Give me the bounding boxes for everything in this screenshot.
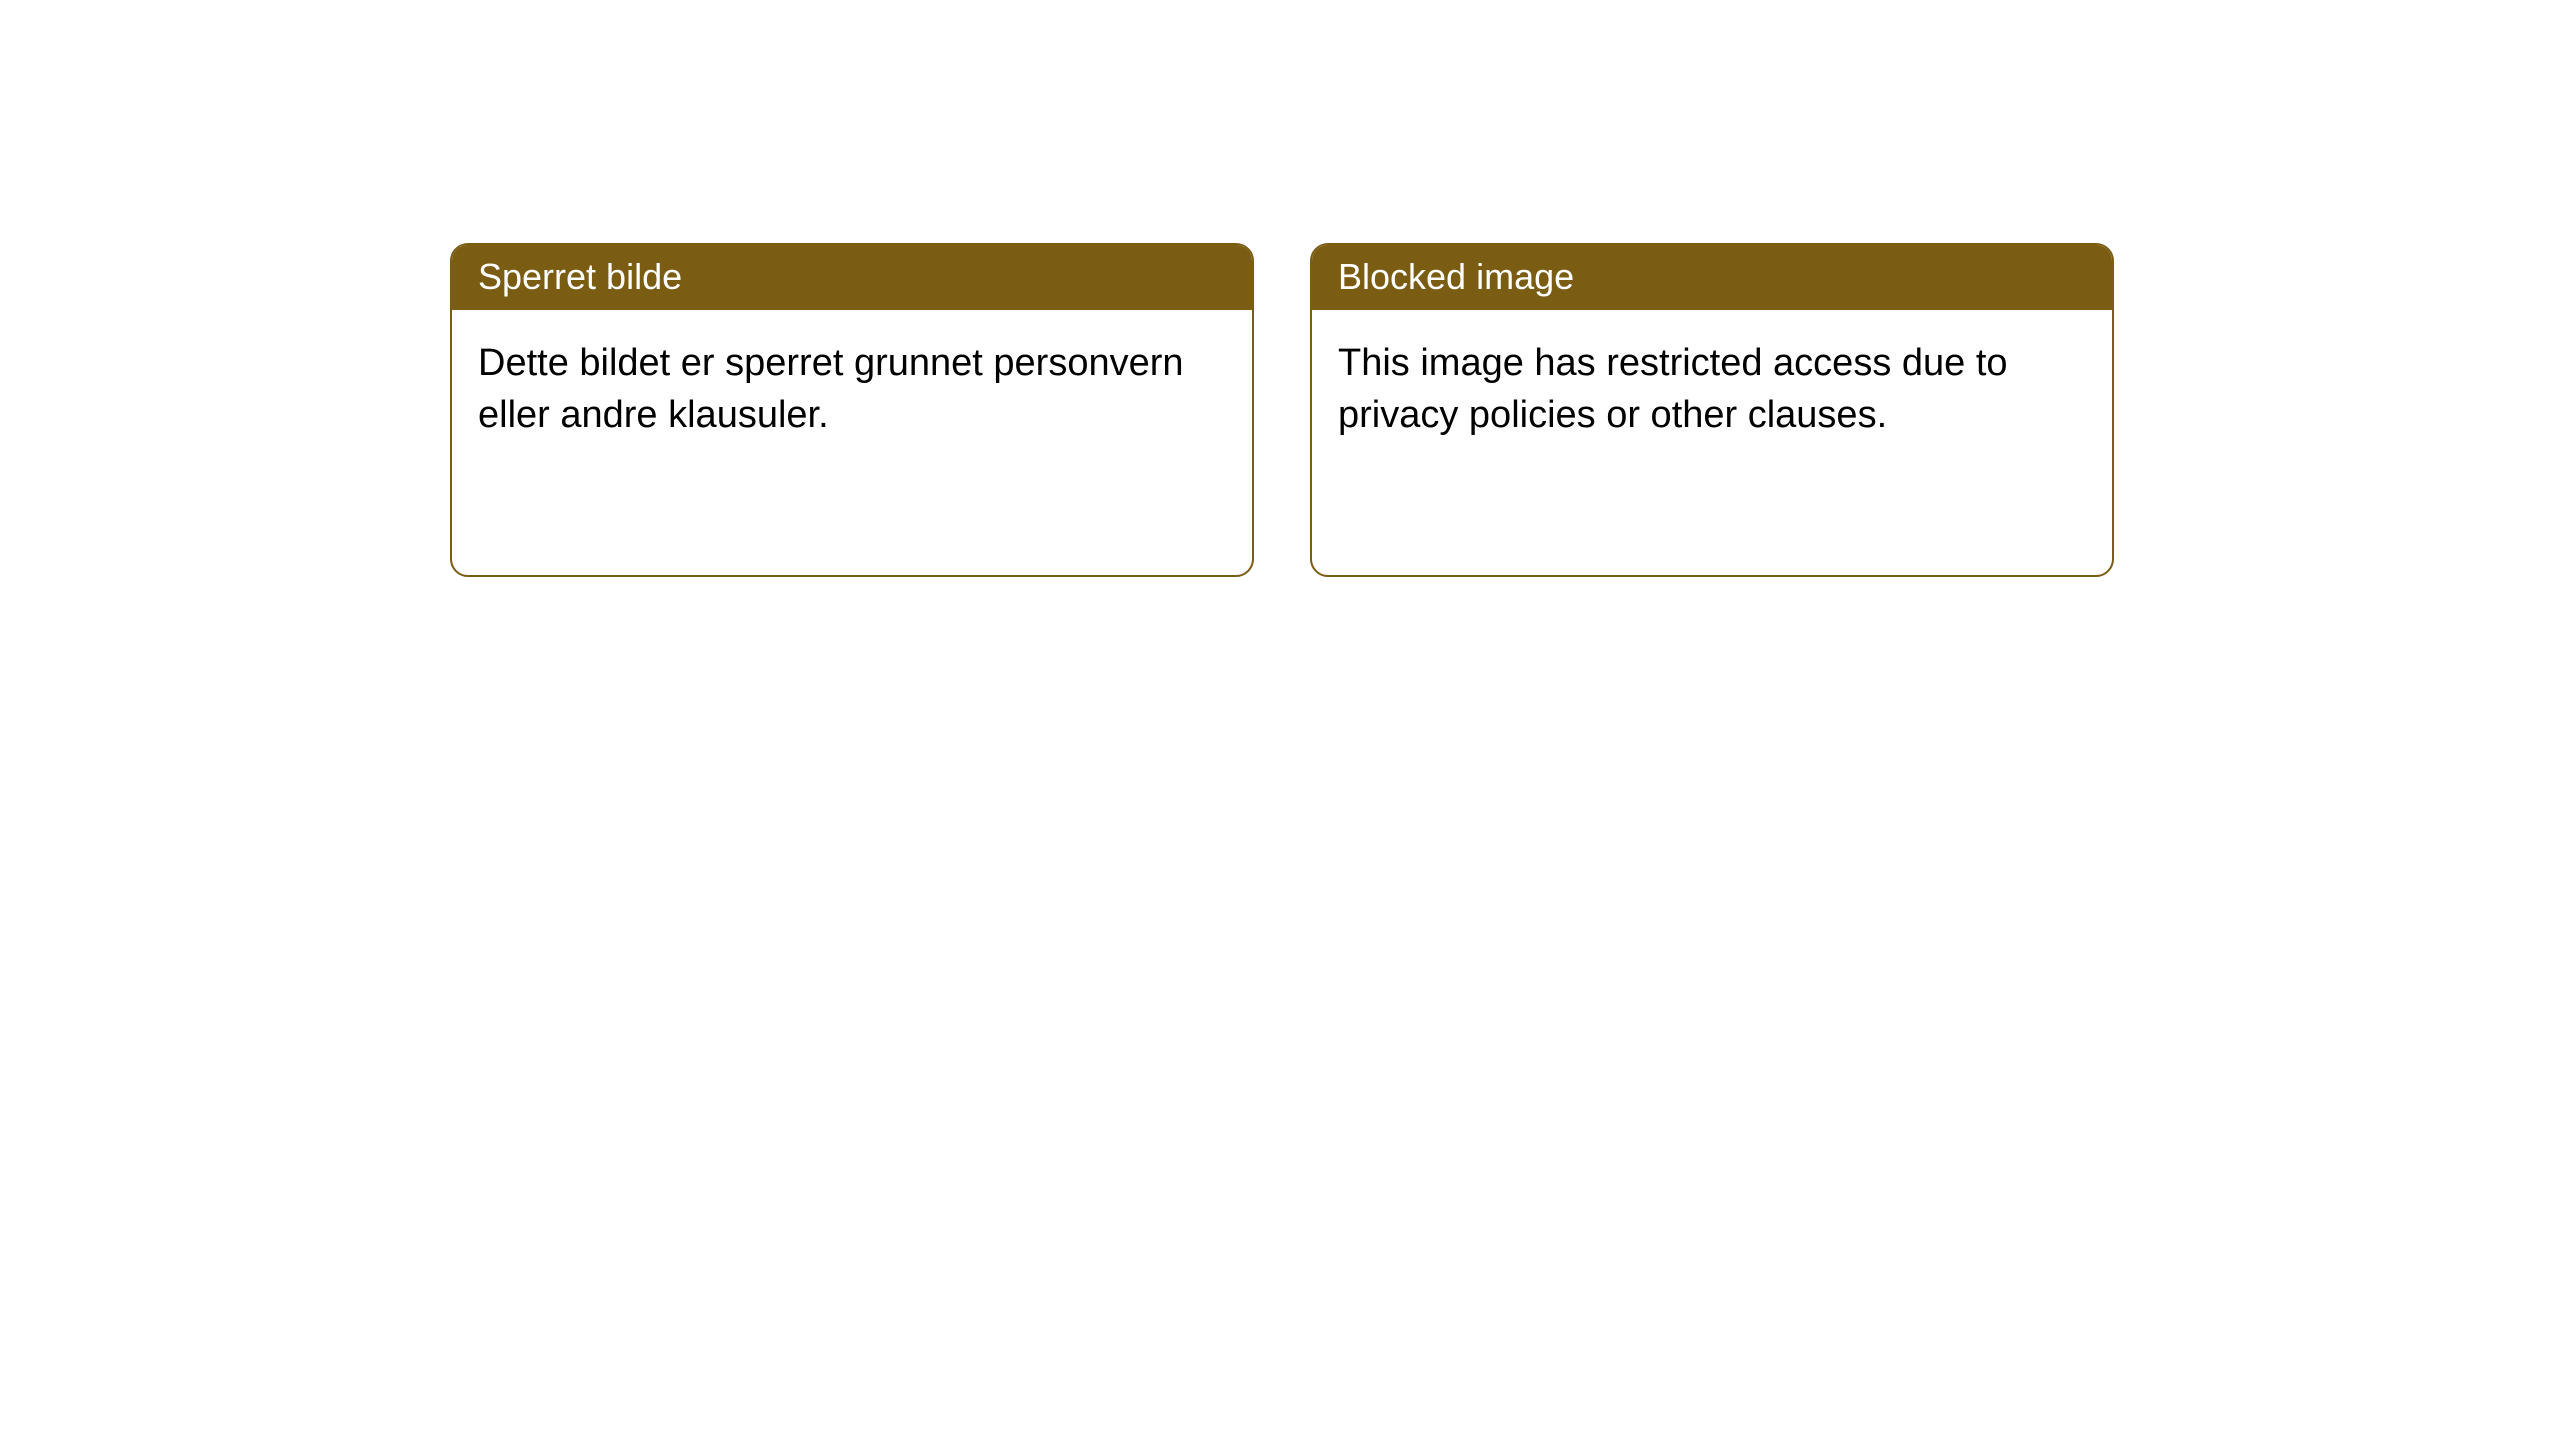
notice-body-no: Dette bildet er sperret grunnet personve… <box>452 310 1224 469</box>
notice-card-no: Sperret bilde Dette bildet er sperret gr… <box>450 243 1254 577</box>
notice-header-no: Sperret bilde <box>452 245 1252 310</box>
notice-container: Sperret bilde Dette bildet er sperret gr… <box>0 0 2560 577</box>
notice-header-en: Blocked image <box>1312 245 2112 310</box>
notice-card-en: Blocked image This image has restricted … <box>1310 243 2114 577</box>
notice-body-en: This image has restricted access due to … <box>1312 310 2084 469</box>
